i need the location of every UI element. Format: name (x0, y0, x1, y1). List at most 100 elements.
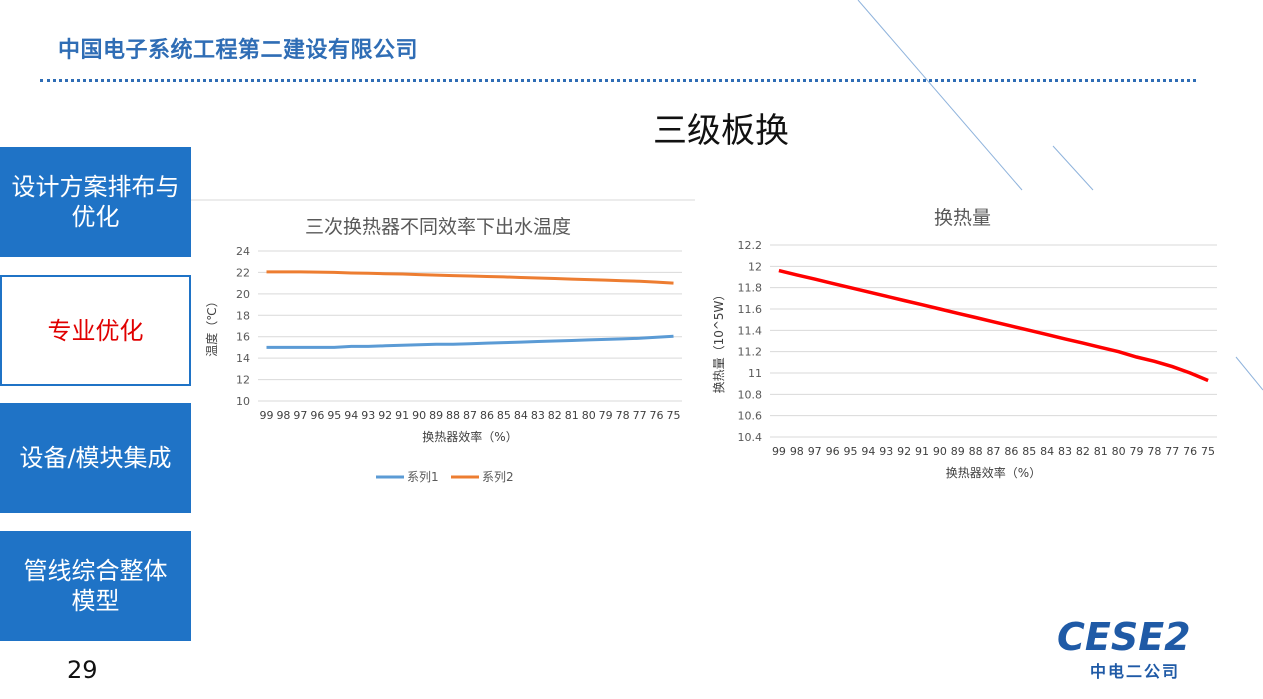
x-tick-label: 91 (395, 409, 409, 422)
x-tick-label: 84 (514, 409, 528, 422)
nav-item-equipment-module[interactable]: 设备/模块集成 (0, 403, 191, 513)
chart-title: 换热量 (934, 207, 992, 229)
series-line-1 (266, 334, 674, 349)
y-tick-label: 12 (748, 260, 762, 273)
x-tick-label: 97 (293, 409, 307, 422)
x-tick-label: 86 (480, 409, 494, 422)
x-tick-label: 79 (599, 409, 613, 422)
x-tick-label: 88 (446, 409, 460, 422)
x-tick-label: 92 (378, 409, 392, 422)
x-tick-label: 93 (879, 445, 893, 458)
x-tick-label: 86 (1004, 445, 1018, 458)
nav-item-label: 设计方案排布与 (11, 173, 180, 201)
y-tick-label: 12 (236, 374, 250, 387)
y-tick-label: 11 (748, 367, 762, 380)
x-tick-label: 96 (310, 409, 324, 422)
nav-item-pipeline-model[interactable]: 管线综合整体 模型 (0, 531, 191, 641)
x-tick-label: 78 (616, 409, 630, 422)
header-divider (40, 79, 1196, 82)
decor-line (857, 0, 1023, 191)
nav-item-label: 设备/模块集成 (19, 444, 172, 472)
nav-item-label: 管线综合整体 (23, 557, 168, 585)
x-tick-label: 95 (327, 409, 341, 422)
x-tick-label: 96 (826, 445, 840, 458)
x-tick-label: 77 (1165, 445, 1179, 458)
y-tick-label: 11.6 (738, 303, 763, 316)
x-tick-label: 85 (1022, 445, 1036, 458)
x-tick-label: 84 (1040, 445, 1054, 458)
x-axis-label: 换热器效率（%） (422, 429, 517, 444)
y-tick-label: 20 (236, 288, 250, 301)
y-tick-label: 11.8 (738, 282, 763, 295)
nav-item-label: 优化 (71, 203, 120, 231)
x-tick-label: 75 (1201, 445, 1215, 458)
y-tick-label: 16 (236, 331, 250, 344)
legend-label: 系列2 (482, 470, 514, 484)
logo-company-short: 中电二公司 (1090, 662, 1181, 681)
x-tick-label: 80 (582, 409, 596, 422)
x-tick-label: 81 (1094, 445, 1108, 458)
x-tick-label: 87 (463, 409, 477, 422)
y-tick-label: 10.8 (738, 388, 763, 401)
chart-outlet-temperature: 三次换热器不同效率下出水温度 10 12 14 16 18 20 22 24 99 98 97 96 9… (190, 200, 695, 500)
y-axis-label: 换热量（10^5W） (712, 289, 726, 394)
y-tick-label: 11.4 (738, 324, 763, 337)
x-tick-label: 81 (565, 409, 579, 422)
x-tick-label: 95 (843, 445, 857, 458)
slide-title: 三级板换 (653, 111, 789, 151)
x-tick-label: 92 (897, 445, 911, 458)
x-tick-label: 82 (548, 409, 562, 422)
y-tick-label: 18 (236, 309, 250, 322)
y-tick-label: 24 (236, 245, 250, 258)
x-tick-label: 90 (412, 409, 426, 422)
x-tick-label: 93 (361, 409, 375, 422)
decor-line (1052, 145, 1094, 191)
x-tick-label: 76 (1183, 445, 1197, 458)
x-tick-label: 78 (1147, 445, 1161, 458)
x-tick-label: 98 (276, 409, 290, 422)
x-tick-label: 97 (808, 445, 822, 458)
chart-title: 三次换热器不同效率下出水温度 (305, 216, 572, 238)
nav-item-discipline-optimization[interactable]: 专业优化 (0, 275, 191, 386)
x-axis-label: 换热器效率（%） (946, 465, 1041, 480)
x-tick-label: 83 (531, 409, 545, 422)
cese2-logo: CESE2 (1057, 615, 1191, 658)
decor-line (1235, 356, 1263, 391)
x-tick-label: 79 (1130, 445, 1144, 458)
x-tick-label: 80 (1112, 445, 1126, 458)
series-line-2 (266, 270, 674, 285)
nav-item-design-layout[interactable]: 设计方案排布与 优化 (0, 147, 191, 257)
x-tick-label: 89 (951, 445, 965, 458)
chart2-svg: 10.4 10.6 10.8 11 11.2 11.4 11.6 11.8 12 12.2 99 98… (712, 239, 1217, 480)
x-tick-label: 87 (987, 445, 1001, 458)
x-tick-label: 85 (497, 409, 511, 422)
x-tick-label: 91 (915, 445, 929, 458)
x-tick-label: 76 (650, 409, 664, 422)
nav-item-label: 专业优化 (47, 316, 144, 345)
legend-label: 系列1 (407, 470, 439, 484)
chart1-svg: 10 12 14 16 18 20 22 24 99 98 97 96 95 94 93 92 91 90 89 88… (204, 245, 682, 484)
x-tick-label: 83 (1058, 445, 1072, 458)
logo-mark: CESE2 (1057, 615, 1191, 658)
y-tick-label: 12.2 (738, 239, 763, 252)
company-name: 中国电子系统工程第二建设有限公司 (58, 38, 419, 63)
x-tick-label: 82 (1076, 445, 1090, 458)
y-tick-label: 10.6 (738, 410, 763, 423)
y-tick-label: 10 (236, 395, 250, 408)
series-line-1 (778, 268, 1209, 383)
x-tick-label: 94 (861, 445, 875, 458)
x-tick-label: 77 (633, 409, 647, 422)
nav-item-label: 模型 (71, 587, 120, 615)
x-tick-label: 99 (259, 409, 273, 422)
y-tick-label: 11.2 (738, 346, 763, 359)
y-axis-label: 温度（℃） (204, 295, 219, 356)
x-tick-label: 75 (667, 409, 681, 422)
x-tick-label: 88 (969, 445, 983, 458)
y-tick-label: 10.4 (738, 431, 763, 444)
y-tick-label: 14 (236, 352, 250, 365)
x-tick-label: 99 (772, 445, 786, 458)
x-tick-label: 98 (790, 445, 804, 458)
x-tick-label: 89 (429, 409, 443, 422)
x-tick-label: 94 (344, 409, 358, 422)
